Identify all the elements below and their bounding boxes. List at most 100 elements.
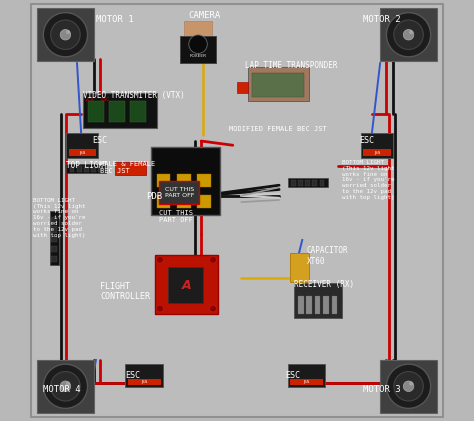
Circle shape [409,30,413,34]
FancyBboxPatch shape [51,226,57,233]
Circle shape [51,371,80,401]
FancyBboxPatch shape [130,101,146,122]
Text: ESC: ESC [359,136,374,144]
Text: MOTOR 4: MOTOR 4 [43,385,81,394]
FancyBboxPatch shape [66,164,107,173]
Text: VIDEO TRANSMITER (VTX): VIDEO TRANSMITER (VTX) [83,91,185,99]
Circle shape [66,381,70,386]
Circle shape [403,381,414,392]
Circle shape [409,381,413,386]
Text: BOTTOM LIGHT
(This 12v light
works fine on
16v - if you're
worried solder
to the: BOTTOM LIGHT (This 12v light works fine … [342,160,395,200]
Circle shape [210,305,216,312]
Text: ESC: ESC [285,371,301,380]
FancyBboxPatch shape [177,195,191,208]
Text: MOTOR 2: MOTOR 2 [363,15,401,24]
FancyBboxPatch shape [184,21,212,38]
FancyBboxPatch shape [115,162,146,175]
Text: ESC: ESC [100,97,110,102]
FancyBboxPatch shape [99,166,103,172]
FancyBboxPatch shape [319,180,324,186]
Text: ESC: ESC [126,371,140,380]
FancyBboxPatch shape [298,296,303,314]
FancyBboxPatch shape [380,360,437,413]
FancyBboxPatch shape [88,101,103,122]
FancyBboxPatch shape [50,210,59,265]
FancyBboxPatch shape [290,253,309,282]
Circle shape [60,381,71,392]
FancyBboxPatch shape [37,360,94,413]
FancyBboxPatch shape [167,267,203,303]
FancyBboxPatch shape [109,101,125,122]
Text: MALE & FEMALE
BEC JST: MALE & FEMALE BEC JST [100,161,155,174]
Text: CUT THIS
PART OFF: CUT THIS PART OFF [164,187,194,198]
Circle shape [51,20,80,50]
Text: TOP LIGHT: TOP LIGHT [66,161,108,170]
FancyBboxPatch shape [69,149,96,156]
FancyBboxPatch shape [70,166,74,172]
FancyBboxPatch shape [84,166,89,172]
Circle shape [394,371,423,401]
FancyBboxPatch shape [83,93,157,128]
FancyBboxPatch shape [159,181,199,204]
FancyBboxPatch shape [37,8,94,61]
FancyBboxPatch shape [332,296,337,314]
FancyBboxPatch shape [361,133,393,158]
Text: FLIGHT
CONTROLLER: FLIGHT CONTROLLER [100,282,150,301]
Text: VTX: VTX [85,97,95,102]
FancyBboxPatch shape [198,174,211,187]
Circle shape [189,35,207,53]
Circle shape [156,305,164,312]
FancyBboxPatch shape [252,73,304,97]
FancyBboxPatch shape [288,178,328,187]
Text: FOXEER: FOXEER [190,53,207,58]
FancyBboxPatch shape [51,246,57,252]
Text: MOTOR 3: MOTOR 3 [363,385,401,394]
Text: PDB: PDB [146,192,163,200]
FancyBboxPatch shape [126,364,164,387]
FancyBboxPatch shape [157,195,171,208]
Text: CAPACITOR
XT60: CAPACITOR XT60 [307,246,348,266]
FancyBboxPatch shape [66,133,98,158]
FancyBboxPatch shape [51,236,57,242]
FancyBboxPatch shape [198,195,211,208]
FancyBboxPatch shape [157,174,171,187]
FancyBboxPatch shape [312,180,317,186]
Text: CUT THIS
PART OFF: CUT THIS PART OFF [159,210,193,223]
Text: A: A [182,279,191,291]
FancyBboxPatch shape [151,147,220,215]
FancyBboxPatch shape [180,36,216,63]
FancyBboxPatch shape [128,379,161,385]
FancyBboxPatch shape [380,8,437,61]
FancyBboxPatch shape [290,379,323,385]
FancyBboxPatch shape [51,256,57,262]
Text: JSS: JSS [374,151,380,155]
Text: ESC: ESC [92,136,107,144]
FancyBboxPatch shape [77,166,82,172]
FancyBboxPatch shape [155,255,218,314]
Text: JSS: JSS [141,380,147,384]
Circle shape [60,29,71,40]
FancyBboxPatch shape [363,149,391,156]
Text: JSS: JSS [303,380,310,384]
FancyBboxPatch shape [288,364,326,387]
FancyBboxPatch shape [31,4,443,417]
Circle shape [386,364,431,408]
FancyBboxPatch shape [307,296,312,314]
Text: JSS: JSS [79,151,85,155]
FancyBboxPatch shape [315,296,320,314]
FancyBboxPatch shape [298,180,303,186]
Text: BOTTOM LIGHT
(This 12v light
works fine on
16v - if you're
worried solder
to the: BOTTOM LIGHT (This 12v light works fine … [33,198,85,238]
Circle shape [210,256,216,263]
Text: MODIFIED FEMALE BEC JST: MODIFIED FEMALE BEC JST [228,126,326,132]
Text: CAMERA: CAMERA [189,11,221,19]
FancyBboxPatch shape [237,82,247,93]
FancyBboxPatch shape [51,217,57,223]
FancyBboxPatch shape [323,296,329,314]
FancyBboxPatch shape [177,174,191,187]
Text: LAP TIME TRANSPONDER: LAP TIME TRANSPONDER [246,61,338,70]
Circle shape [66,30,70,34]
Circle shape [394,20,423,50]
FancyBboxPatch shape [305,180,310,186]
Text: RECEIVER (RX): RECEIVER (RX) [294,280,354,289]
Circle shape [386,13,431,57]
